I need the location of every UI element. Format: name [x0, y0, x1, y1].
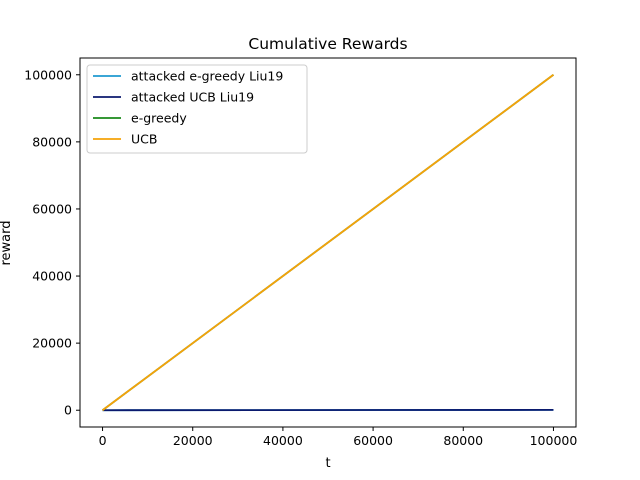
x-tick-label-4: 80000 [443, 433, 483, 448]
series-lines [102, 74, 554, 412]
legend-box [86, 64, 308, 154]
legend: attacked e-greedy Liu19 attacked UCB Liu1… [86, 64, 308, 154]
x-axis-ticks: 0 20000 40000 60000 80000 100000 [99, 427, 578, 448]
y-axis-title: reward [0, 220, 14, 265]
legend-label-2: e-greedy [131, 111, 187, 126]
chart-title: Cumulative Rewards [248, 35, 407, 53]
x-tick-label-1: 20000 [173, 433, 213, 448]
y-tick-label-1: 20000 [32, 336, 72, 351]
x-tick-label-2: 40000 [263, 433, 303, 448]
x-tick-label-0: 0 [99, 433, 107, 448]
y-tick-label-3: 60000 [32, 201, 72, 216]
y-tick-label-0: 0 [64, 403, 72, 418]
y-tick-label-5: 100000 [24, 67, 72, 82]
y-axis-ticks: 0 20000 40000 60000 80000 100000 [24, 67, 80, 418]
x-tick-label-3: 60000 [353, 433, 393, 448]
series-line-3 [102, 74, 554, 411]
y-tick-label-4: 80000 [32, 134, 72, 149]
legend-label-3: UCB [131, 132, 157, 147]
legend-label-0: attacked e-greedy Liu19 [131, 69, 283, 84]
legend-entries: attacked e-greedy Liu19 attacked UCB Liu1… [93, 69, 283, 147]
plot-area-frame [79, 57, 577, 428]
x-axis-title: t [325, 456, 330, 471]
y-tick-label-2: 40000 [32, 269, 72, 284]
legend-label-1: attacked UCB Liu19 [131, 90, 254, 105]
x-tick-label-5: 100000 [530, 433, 578, 448]
